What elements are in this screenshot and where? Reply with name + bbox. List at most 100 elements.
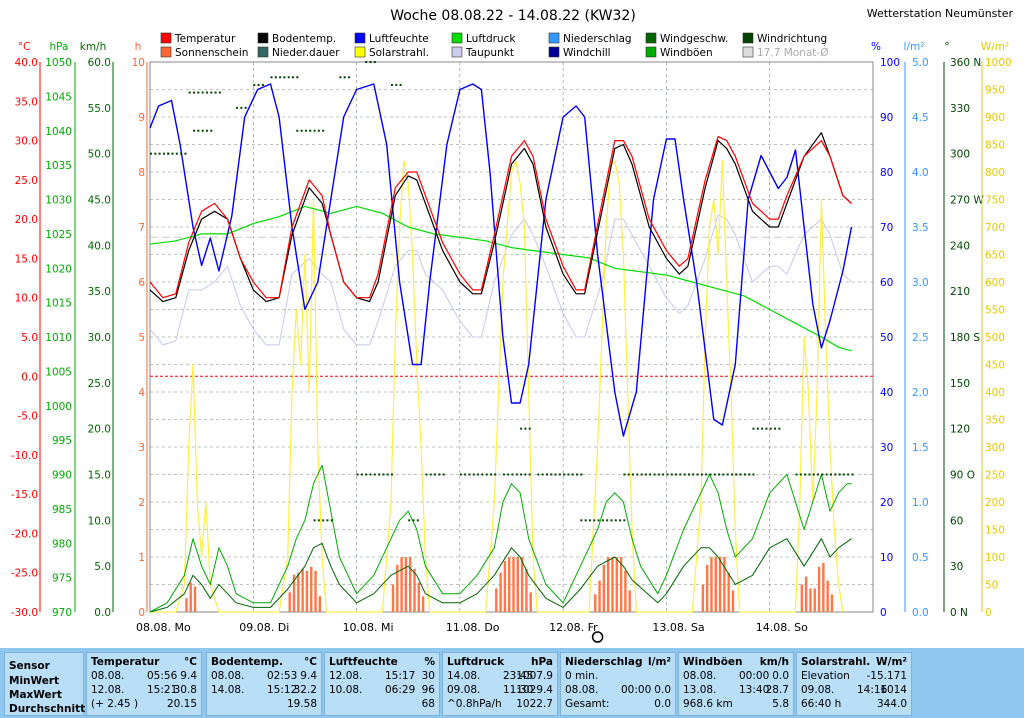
press-tick-label: 1050 (45, 57, 72, 69)
press-tick-label: 980 (52, 538, 72, 550)
sunshine-bar (822, 562, 825, 612)
legend-label: Taupunkt (465, 47, 514, 59)
solar-tick-label: 300 (985, 442, 1005, 454)
press-tick-label: 985 (52, 504, 72, 516)
wind-direction-dot (322, 519, 325, 522)
stats-column-title: Luftdruck (447, 656, 505, 668)
wind-direction-dot (821, 473, 824, 476)
wind-direction-dot (804, 473, 807, 476)
wind-direction-dot (752, 473, 755, 476)
stats-cell: 06:29 (385, 684, 416, 696)
sunshine-bar (516, 557, 520, 612)
stats-cell: 30.8 (173, 684, 197, 696)
solar-tick-label: 350 (985, 415, 1005, 427)
legend-label: Temperatur (174, 33, 236, 45)
temp-tick-label: 0.0 (21, 371, 38, 383)
sunshine-bar (193, 586, 197, 612)
rain-tick-label: 4.0 (912, 167, 929, 179)
legend-label: Windchill (563, 47, 611, 59)
wind-direction-dot (240, 106, 243, 109)
wind-direction-dot (317, 519, 320, 522)
stats-row: 66:40 h 344.0 (801, 697, 907, 711)
stats-table: Sensor MinWert MaxWert Durchschnitt Temp… (0, 648, 1024, 718)
sunshine-bar (727, 572, 730, 612)
wind-direction-dot (210, 129, 213, 132)
solar-tick-label: 200 (985, 497, 1005, 509)
wind-direction-dot (408, 519, 411, 522)
wind-direction-dot (558, 473, 561, 476)
rain-tick-label: 3.5 (912, 222, 929, 234)
legend-swatch (257, 32, 269, 44)
stats-cell: 08.08. (683, 670, 717, 682)
legend-label: Luftdruck (466, 33, 516, 45)
temp-tick-label: -20.0 (11, 528, 38, 540)
stats-cell: 0.0 (654, 684, 671, 696)
wind-direction-dot (244, 106, 247, 109)
sunshine-bar (404, 557, 408, 612)
stats-row: 68 (329, 697, 435, 711)
wind-direction-dot (365, 473, 368, 476)
stats-column-unit: km/h (759, 656, 789, 668)
stats-cell: 1022.7 (516, 698, 553, 710)
sunshine-bar (525, 568, 528, 612)
wind-direction-dot (214, 91, 217, 94)
wind-direction-dot (373, 61, 376, 63)
legend-label: Windböen (660, 47, 713, 59)
wind-direction-dot (218, 91, 221, 94)
wind-direction-dot (662, 473, 665, 476)
wind-direction-dot (778, 427, 781, 430)
wind-direction-dot (838, 473, 841, 476)
wind-direction-dot (201, 129, 204, 132)
wind-direction-dot (317, 129, 320, 132)
temp-tick-label: -10.0 (11, 450, 38, 462)
stats-cell: 968.6 km (683, 698, 733, 710)
wind-direction-dot (309, 129, 312, 132)
wind-direction-dot (563, 473, 566, 476)
press-tick-label: 1045 (45, 91, 72, 103)
stats-column-unit: hPa (531, 656, 553, 668)
legend-swatch (451, 32, 463, 44)
temp-tick-label: 35.0 (15, 96, 38, 108)
wind-direction-dot (369, 61, 372, 63)
stats-column-title: Luftfeuchte (329, 656, 398, 668)
sun-tick-label: 4 (138, 387, 145, 399)
stats-column: Niederschlag l/m² 0 min. 08.08. 00:00 0.0 Gesa… (560, 652, 676, 716)
sunshine-bar (813, 588, 816, 612)
sunshine-bar (512, 557, 515, 612)
rain-tick-label: 4.5 (912, 112, 929, 124)
soil-temperature-line (149, 132, 852, 303)
temperature-line (149, 136, 852, 299)
hum-tick-label: 50 (880, 332, 893, 344)
legend-label: Bodentemp. (272, 33, 336, 45)
stats-cell: Elevation (801, 670, 850, 682)
rain-tick-label: 0.5 (912, 552, 929, 564)
wind-direction-dot (649, 473, 652, 476)
stats-cell: 68 (421, 698, 435, 710)
solar-tick-label: 750 (985, 195, 1005, 207)
wind-direction-dot (257, 83, 260, 86)
sunshine-bar (292, 574, 296, 612)
stats-row: (+ 2.45 ) 20.15 (91, 697, 197, 711)
sunshine-bar (413, 568, 416, 612)
dir-unit-label: ° (944, 41, 949, 53)
label-max: MaxWert (9, 689, 62, 701)
solar-tick-label: 600 (985, 277, 1005, 289)
day-label: 14.08. So (756, 621, 808, 634)
wind-direction-dot (188, 91, 191, 94)
stats-column: Temperatur °C 08.08. 05:56 9.4 12.08. 15:21 30.… (86, 652, 202, 716)
wind-tick-label: 25.0 (88, 378, 111, 390)
stats-cell: 9.4 (180, 670, 197, 682)
sunshine-bar (507, 557, 511, 612)
wind-direction-dot (296, 76, 299, 79)
wind-direction-dot (477, 473, 480, 476)
legend-label: Sonnenschein (175, 47, 248, 59)
wind-direction-dot (524, 473, 527, 476)
stats-cell: 30 (421, 670, 435, 682)
wind-direction-dot (640, 473, 643, 476)
wind-direction-dot (343, 76, 346, 79)
sun-tick-label: 1 (138, 552, 145, 564)
stats-row: 0 min. (565, 669, 671, 683)
wind-direction-dot (666, 473, 669, 476)
sunshine-bar (598, 580, 601, 612)
rain-tick-label: 2.5 (912, 332, 929, 344)
